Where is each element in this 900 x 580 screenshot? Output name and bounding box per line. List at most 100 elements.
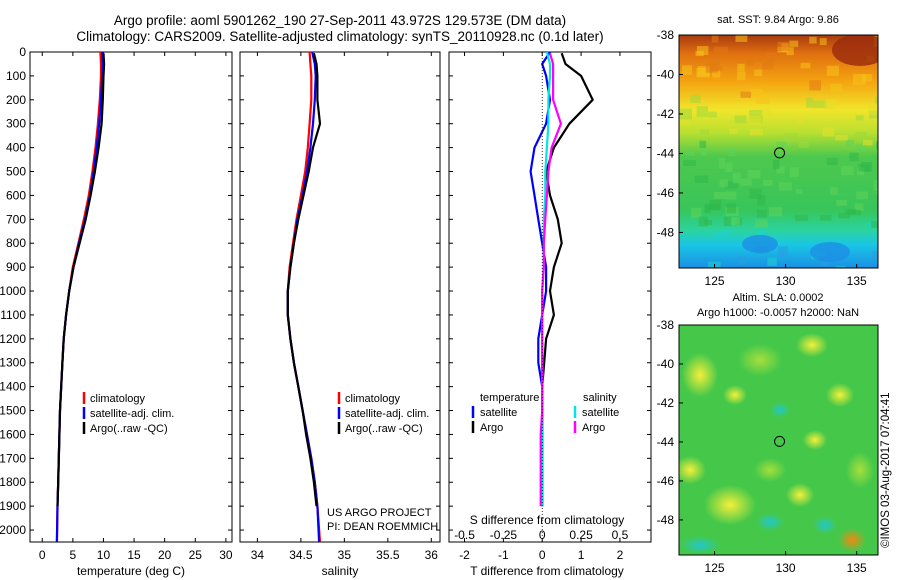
- depth-tick-label: 1100: [0, 308, 26, 322]
- sst-texture-cell: [876, 141, 878, 150]
- sst-texture-cell: [737, 71, 746, 81]
- sst-argo-location-marker: [774, 147, 786, 159]
- sst-cool-patch: [810, 242, 850, 262]
- sst-texture-cell: [695, 50, 704, 57]
- sst-texture-cell: [703, 219, 713, 225]
- legend-label-satellite: satellite-adj. clim.: [345, 408, 429, 420]
- legend-title-salinity: salinity: [583, 392, 617, 404]
- sst-texture-cell: [754, 69, 763, 77]
- sst-texture-cell: [856, 167, 865, 176]
- sst-texture-cell: [784, 133, 798, 143]
- sst-texture-cell: [775, 141, 787, 148]
- salinity-x-tick-label: 35: [338, 548, 352, 562]
- sla-argo-location-marker: [774, 435, 786, 447]
- sst-map-title: sat. SST: 9.84 Argo: 9.86: [717, 14, 839, 26]
- sst-texture-cell: [871, 221, 878, 228]
- sla-lat-tick-label: -46: [657, 474, 675, 488]
- sst-texture-cell: [757, 228, 767, 236]
- sst-cool-patch: [742, 235, 778, 253]
- sst-texture-cell: [830, 83, 842, 93]
- imos-credit: ©IMOS 03-Aug-2017 07:04:41: [880, 392, 892, 548]
- sst-texture-cell: [696, 46, 709, 55]
- sst-texture-cell: [849, 152, 859, 162]
- sst-texture-cell: [754, 56, 763, 62]
- sst-texture-cell: [684, 150, 696, 156]
- sst-texture-cell: [794, 214, 809, 222]
- temperature-x-tick-label: 30: [219, 548, 233, 562]
- depth-tick-label: 1600: [0, 427, 26, 441]
- sla-lat-tick-label: -44: [657, 435, 675, 449]
- sst-texture-cell: [789, 40, 799, 47]
- sst-texture-cell: [820, 259, 829, 267]
- difference-series-salinity-argo: [539, 52, 563, 507]
- sst-texture-cell: [809, 36, 817, 44]
- salinity-x-tick-label: 35.5: [376, 548, 400, 562]
- sst-texture-cell: [841, 165, 854, 176]
- sst-texture-cell: [698, 216, 708, 227]
- legend-label-temp-satellite: satellite: [480, 407, 517, 419]
- sst-texture-cell: [867, 105, 878, 115]
- sst-texture-cell: [726, 203, 736, 214]
- sst-texture-cell: [845, 209, 856, 215]
- sst-texture-cell: [715, 230, 728, 239]
- sst-texture-cell: [737, 63, 745, 72]
- sst-texture-cell: [708, 111, 717, 118]
- sst-texture-cell: [824, 99, 836, 111]
- legend-label-sal-satellite: satellite: [582, 407, 619, 419]
- sla-anomaly-blob: [770, 402, 790, 418]
- sst-texture-cell: [776, 165, 785, 174]
- depth-tick-label: 1800: [0, 475, 26, 489]
- depth-tick-label: 1300: [0, 356, 26, 370]
- legend-label-satellite: satellite-adj. clim.: [90, 408, 174, 420]
- depth-tick-label: 0: [19, 45, 26, 59]
- sst-texture-cell: [812, 100, 827, 109]
- sst-texture-cell: [858, 164, 871, 172]
- sst-lat-tick-label: -40: [657, 67, 675, 81]
- sst-texture-cell: [756, 93, 770, 104]
- sst-texture-cell: [699, 129, 709, 135]
- sst-texture-cell: [826, 65, 839, 76]
- temperature-axes-frame: [29, 51, 233, 543]
- sst-texture-cell: [777, 41, 790, 52]
- sla-anomaly-blob: [679, 456, 706, 484]
- sst-texture-cell: [735, 35, 748, 42]
- sla-lat-tick-label: -40: [657, 357, 675, 371]
- sla-anomaly-blob: [723, 385, 747, 405]
- sst-texture-cell: [713, 192, 727, 200]
- sst-texture-cell: [862, 74, 873, 82]
- sla-anomaly-blob: [803, 430, 827, 450]
- sla-anomaly-blob: [796, 333, 828, 357]
- sst-texture-cell: [683, 160, 696, 167]
- sst-texture-cell: [819, 38, 827, 46]
- difference-s-tick-label: 0.5: [612, 528, 629, 542]
- legend-label-argo: Argo(..raw -QC): [345, 423, 423, 435]
- temperature-xlabel: temperature (deg C): [77, 564, 185, 578]
- sst-texture-cell: [725, 191, 737, 200]
- sla-anomaly-blob: [786, 483, 814, 507]
- salinity-legend: climatology satellite-adj. clim. Argo(..…: [337, 392, 429, 435]
- sst-texture-cell: [711, 35, 719, 43]
- sst-texture-cell: [738, 256, 746, 266]
- sst-texture-cell: [710, 66, 723, 72]
- project-credit-line-1: US ARGO PROJECT: [327, 507, 432, 519]
- sla-anomaly-blob: [704, 485, 756, 525]
- sla-anomaly-blob: [826, 383, 854, 407]
- difference-legend: temperature salinity satellite Argo sate…: [471, 392, 619, 434]
- depth-tick-label: 200: [6, 93, 26, 107]
- sla-anomaly-blob: [838, 528, 866, 552]
- sst-texture-cell: [826, 157, 838, 166]
- sst-texture-cell: [747, 170, 761, 179]
- sst-texture-cell: [779, 53, 791, 61]
- sla-lon-tick-label: 125: [705, 561, 725, 575]
- depth-tick-label: 600: [6, 188, 26, 202]
- sst-texture-cell: [838, 212, 851, 219]
- depth-tick-label: 2000: [0, 523, 26, 537]
- sst-texture-cell: [798, 137, 809, 148]
- sst-texture-cell: [757, 194, 766, 206]
- sst-texture-cell: [789, 167, 799, 178]
- salinity-axes-frame: [239, 51, 441, 543]
- sst-texture-cell: [711, 57, 720, 66]
- sst-texture-cell: [835, 134, 848, 141]
- temperature-legend: climatology satellite-adj. clim. Argo(..…: [82, 392, 174, 435]
- difference-s-tick-label: -0.5: [454, 528, 475, 542]
